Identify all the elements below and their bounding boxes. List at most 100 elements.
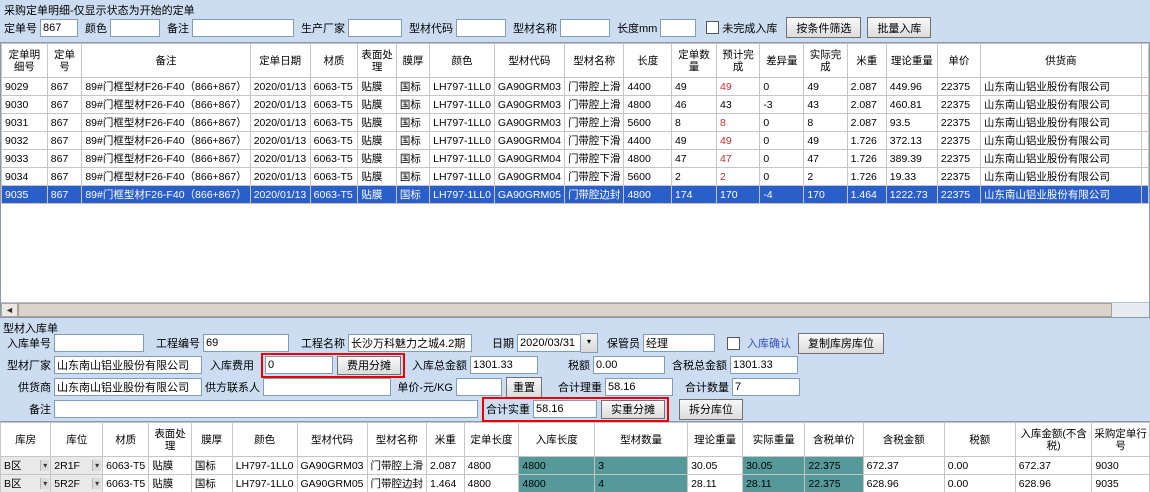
- table-row[interactable]: 9030 867 89#门框型材F26-F40（866+867） 2020/01/13…: [1, 95, 1149, 114]
- date-input[interactable]: [517, 334, 581, 352]
- column-header[interactable]: [1140, 43, 1149, 78]
- column-header[interactable]: 含税单价: [804, 422, 864, 457]
- purchase-order-table: 定单明细号 定单号 备注 定单日期 材质 表面处理 膜厚 颜色 型材代码 型材名称 长度 定单数量 预计…: [1, 43, 1149, 204]
- column-header[interactable]: 米重: [426, 422, 465, 457]
- table-cell: GA90GRM05: [493, 185, 565, 204]
- column-header[interactable]: 材质: [309, 43, 359, 78]
- column-header[interactable]: 税额: [943, 422, 1016, 457]
- column-header[interactable]: 定单号: [46, 43, 83, 78]
- profile-name-input[interactable]: [560, 18, 610, 37]
- profile-code-input[interactable]: [456, 18, 506, 37]
- horizontal-scrollbar[interactable]: ◄: [1, 302, 1149, 317]
- column-header[interactable]: 米重: [846, 43, 887, 78]
- location-select[interactable]: 2R1F ▾: [54, 459, 102, 472]
- column-header[interactable]: 差异量: [759, 43, 805, 78]
- column-header[interactable]: 采购定单行号: [1091, 422, 1150, 457]
- receipt-no-input[interactable]: [54, 334, 144, 352]
- length-input[interactable]: [660, 18, 697, 37]
- column-header[interactable]: 定单长度: [463, 422, 520, 457]
- table-cell: 19.33: [885, 167, 938, 186]
- fee-input[interactable]: [265, 356, 333, 374]
- column-header[interactable]: 膜厚: [395, 43, 431, 78]
- theory-weight-label: 合计理重: [558, 382, 602, 394]
- column-header[interactable]: 入库长度: [518, 422, 596, 457]
- table-cell: 贴膜: [357, 185, 397, 204]
- column-header[interactable]: 型材名称: [366, 422, 428, 457]
- column-header[interactable]: 长度: [623, 43, 672, 78]
- weight-share-button[interactable]: 实重分摊: [601, 399, 665, 419]
- confirm-checkbox[interactable]: [727, 336, 740, 350]
- column-header[interactable]: 定单明细号: [1, 43, 48, 78]
- column-header[interactable]: 库房: [0, 422, 52, 457]
- table-row[interactable]: B区 ▾ 2R1F ▾ 6063-T5 贴膜 国标 LH797-1LL0 GA90GRM03 门带…: [0, 456, 1150, 475]
- batch-in-button[interactable]: 批量入库: [867, 17, 932, 38]
- column-header[interactable]: 颜色: [429, 43, 495, 78]
- filter-button[interactable]: 按条件筛选: [786, 17, 862, 38]
- column-header[interactable]: 材质: [102, 422, 150, 457]
- column-header[interactable]: 型材名称: [563, 43, 625, 78]
- color-input[interactable]: [110, 18, 160, 37]
- table-row[interactable]: B区 ▾ 5R2F ▾ 6063-T5 贴膜 国标 LH797-1LL0 GA90GRM05 门带…: [0, 474, 1150, 492]
- date-dropdown-icon[interactable]: ▾: [581, 333, 598, 353]
- location-select[interactable]: 5R2F ▾: [54, 477, 102, 490]
- table-row[interactable]: 9034 867 89#门框型材F26-F40（866+867） 2020/01/13…: [1, 167, 1149, 186]
- remark-filter-input[interactable]: [192, 18, 294, 37]
- column-header[interactable]: 型材代码: [296, 422, 368, 457]
- column-header[interactable]: 表面处理: [357, 43, 397, 78]
- supplier-input[interactable]: [54, 378, 202, 396]
- total-qty-input[interactable]: [732, 378, 800, 396]
- copy-location-button[interactable]: 复制库房库位: [798, 332, 884, 354]
- tax-input[interactable]: [593, 356, 665, 374]
- order-no-input[interactable]: [40, 18, 78, 37]
- remark-input[interactable]: [54, 400, 478, 418]
- column-header[interactable]: 理论重量: [885, 43, 938, 78]
- table-cell: -3: [759, 95, 805, 114]
- theory-weight-input[interactable]: [605, 378, 673, 396]
- contact-input[interactable]: [263, 378, 391, 396]
- column-header[interactable]: 型材代码: [493, 43, 565, 78]
- project-no-label: 工程编号: [156, 338, 200, 350]
- actual-weight-input[interactable]: [533, 400, 597, 418]
- column-header[interactable]: 理论重量: [687, 422, 744, 457]
- unfinished-checkbox[interactable]: [706, 21, 720, 34]
- column-header[interactable]: 型材数量: [594, 422, 689, 457]
- column-header[interactable]: 入库金额(不含税): [1014, 422, 1093, 457]
- column-header[interactable]: 库位: [50, 422, 104, 457]
- column-header[interactable]: 含税金额: [862, 422, 945, 457]
- scroll-left-icon[interactable]: ◄: [1, 303, 18, 317]
- table-row[interactable]: 9032 867 89#门框型材F26-F40（866+867） 2020/01/13…: [1, 131, 1149, 150]
- factory-input[interactable]: [54, 356, 202, 374]
- column-header[interactable]: 膜厚: [190, 422, 233, 457]
- total-amount-input[interactable]: [470, 356, 538, 374]
- table-cell: 国标: [395, 77, 431, 96]
- table-cell: 门带腔边封: [563, 185, 625, 204]
- table-row[interactable]: 9035 867 89#门框型材F26-F40（866+867） 2020/01/13…: [1, 185, 1149, 204]
- manufacturer-input[interactable]: [348, 18, 402, 37]
- split-location-button[interactable]: 拆分库位: [679, 398, 743, 420]
- scrollbar-thumb[interactable]: [18, 303, 1112, 317]
- reset-button[interactable]: 重置: [506, 376, 542, 398]
- table-cell: 门带腔上滑: [563, 77, 625, 96]
- warehouse-select[interactable]: B区 ▾: [4, 478, 50, 490]
- column-header[interactable]: 颜色: [231, 422, 298, 457]
- column-header[interactable]: 备注: [81, 43, 251, 78]
- column-header[interactable]: 定单日期: [249, 43, 311, 78]
- table-cell: 49: [670, 77, 718, 96]
- unit-price-input[interactable]: [456, 378, 502, 396]
- project-name-input[interactable]: [348, 334, 472, 352]
- warehouse-select[interactable]: B区 ▾: [4, 460, 50, 472]
- table-row[interactable]: 9031 867 89#门框型材F26-F40（866+867） 2020/01/13…: [1, 113, 1149, 132]
- column-header[interactable]: 定单数量: [670, 43, 718, 78]
- column-header[interactable]: 实际重量: [742, 422, 806, 457]
- fee-share-button[interactable]: 费用分摊: [337, 355, 401, 375]
- table-row[interactable]: 9029 867 89#门框型材F26-F40（866+867） 2020/01/13…: [1, 77, 1149, 96]
- keeper-input[interactable]: [643, 334, 715, 352]
- project-no-input[interactable]: [203, 334, 289, 352]
- column-header[interactable]: 供货商: [979, 43, 1142, 78]
- column-header[interactable]: 预计完成: [716, 43, 761, 78]
- column-header[interactable]: 单价: [936, 43, 981, 78]
- tax-total-input[interactable]: [730, 356, 798, 374]
- column-header[interactable]: 实际完成: [803, 43, 848, 78]
- column-header[interactable]: 表面处理: [148, 422, 192, 457]
- table-row[interactable]: 9033 867 89#门框型材F26-F40（866+867） 2020/01/13…: [1, 149, 1149, 168]
